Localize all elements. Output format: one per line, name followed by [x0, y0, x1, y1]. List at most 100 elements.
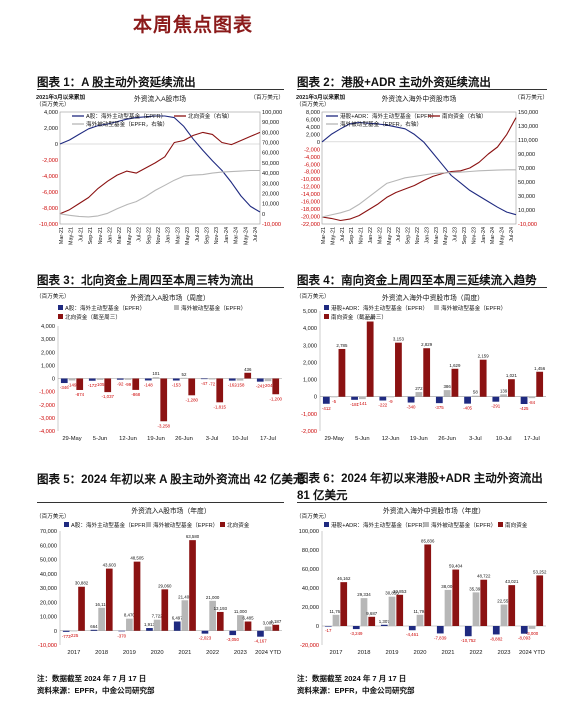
bar-1	[172, 378, 180, 381]
bar-2	[124, 378, 132, 380]
bar-3	[396, 594, 404, 626]
series-line-3	[59, 169, 260, 218]
bar-1	[324, 626, 332, 627]
bar-data-label: 30,853	[385, 591, 399, 596]
x-axis-category-label: 2019	[386, 650, 399, 656]
bar-data-label: -340	[407, 405, 416, 410]
bar-data-label: -181	[350, 402, 359, 407]
x-axis-tick-label: Mar-22	[117, 227, 123, 244]
x-axis-tick-label: May-23	[443, 227, 449, 245]
bar-data-label: 11,000	[234, 609, 248, 614]
y-axis-tick-label: 60,000	[40, 543, 57, 549]
bar-data-label: 2,829	[421, 342, 433, 347]
x-axis-tick-label: Nov-22	[415, 227, 421, 244]
figure-6-rule	[297, 502, 547, 503]
bar-data-label: -3,258	[158, 423, 171, 428]
bar-data-label: 22,551	[497, 599, 511, 604]
x-axis-category-label: 2020	[414, 650, 427, 656]
bar-3	[536, 575, 544, 626]
x-axis-tick-label: Sep-23	[205, 227, 211, 244]
x-axis-tick-label: Jul-22	[396, 227, 402, 242]
bar-2	[528, 396, 536, 399]
x-axis-tick-label: Jan-23	[166, 227, 172, 243]
y-axis-tick-label: 0	[54, 629, 57, 635]
bar-data-label: -4,461	[406, 632, 419, 637]
y-axis-tick-label: 0	[314, 395, 317, 401]
right-axis-tick-label: 110,000	[518, 138, 538, 144]
left-axis-tick-label: -4,000	[304, 155, 320, 161]
bar-data-label: -158	[236, 383, 245, 388]
bar-3	[508, 585, 516, 626]
x-axis-category-label: 2022	[206, 650, 219, 656]
x-axis-category-label: 17-Jul	[524, 436, 540, 442]
left-axis-tick-label: -14,000	[301, 192, 320, 198]
bar-2	[360, 598, 368, 626]
legend-label: 北向资金	[227, 521, 250, 529]
bar-1	[201, 630, 209, 634]
bar-1	[200, 378, 208, 380]
bar-1	[351, 396, 358, 400]
cumulative-note: 2021年3月以来累加	[36, 93, 86, 101]
bar-data-label: 272	[415, 386, 423, 391]
y-axis-tick-label: 60,000	[302, 567, 319, 573]
right-axis-tick-label: 130,000	[518, 124, 538, 130]
note-source-right: 资料来源：EPFR，中金公司研究部	[297, 686, 415, 695]
y-axis-tick-label: -4,000	[39, 429, 55, 435]
right-axis-tick-label: -10,000	[262, 222, 281, 228]
chart-hk-adr-cumulative-flows: 外资流入海外中资股市场2021年3月以来累加（百万美元）（百万美元）8,0006…	[296, 93, 548, 245]
x-axis-category-label: 10-Jul	[496, 436, 512, 442]
x-axis-tick-label: Mar-23	[175, 227, 181, 244]
bar-3	[216, 378, 224, 403]
y-axis-tick-label: 80,000	[302, 548, 319, 554]
bar-data-label: -149	[68, 382, 77, 387]
bar-data-label: -241	[256, 384, 265, 389]
bar-data-label: 4,187	[270, 619, 282, 624]
bar-data-label: -153	[172, 383, 181, 388]
bar-data-label: 21,000	[206, 595, 220, 600]
x-axis-tick-label: Jan-23	[424, 227, 430, 243]
bar-data-label: 664	[90, 624, 98, 629]
bar-3	[508, 379, 515, 397]
legend-label: 海外被动型基金（EPFR）	[153, 521, 218, 529]
bar-2	[444, 589, 452, 626]
x-axis-category-label: 17-Jul	[260, 436, 276, 442]
x-axis-category-label: 5-Jun	[93, 436, 108, 442]
right-axis-tick-label: 10,000	[262, 202, 279, 208]
bar-data-label: -10,752	[461, 638, 476, 643]
bar-data-label: -874	[75, 392, 84, 397]
bar-data-label: -204	[264, 383, 273, 388]
bar-2	[68, 378, 76, 381]
plot-frame	[59, 111, 261, 225]
bar-2	[387, 396, 395, 398]
bar-data-label: 59,404	[449, 564, 463, 569]
bar-2	[443, 390, 451, 397]
left-axis-tick-label: -16,000	[301, 200, 320, 206]
right-axis-tick-label: 0	[262, 212, 265, 218]
bar-2	[180, 377, 188, 379]
legend-swatch	[58, 305, 63, 310]
bar-data-label: 43,603	[103, 563, 117, 568]
bar-data-label: -222	[378, 403, 387, 408]
x-axis-category-label: 2017	[67, 650, 80, 656]
y-axis-tick-label: -3,000	[39, 416, 55, 422]
x-axis-tick-label: Jan-24	[481, 227, 487, 243]
bar-data-label: 6,497	[172, 615, 184, 620]
bar-1	[228, 378, 236, 381]
page-title: 本周焦点图表	[133, 14, 254, 36]
bar-3	[395, 342, 402, 397]
right-axis-tick-label: 10,000	[518, 208, 535, 214]
x-axis-tick-label: Jul-24	[253, 227, 259, 242]
right-axis-tick-label: 30,000	[262, 181, 279, 187]
left-axis-tick-label: -6,000	[304, 162, 320, 168]
legend-label: 海外被动型基金（EPFR）	[431, 521, 496, 529]
bar-data-label: 52	[182, 372, 187, 377]
y-axis-unit: （百万美元）	[296, 292, 330, 300]
x-axis-tick-label: Mar-23	[434, 227, 440, 244]
x-axis-category-label: 19-Jun	[410, 436, 428, 442]
bar-data-label: 101	[152, 371, 160, 376]
y-axis-tick-label: -2,000	[301, 429, 317, 435]
bar-2	[415, 392, 423, 397]
x-axis-category-label: 2020	[151, 650, 164, 656]
y-axis-unit: （百万美元）	[36, 512, 70, 520]
bar-2	[388, 596, 396, 626]
